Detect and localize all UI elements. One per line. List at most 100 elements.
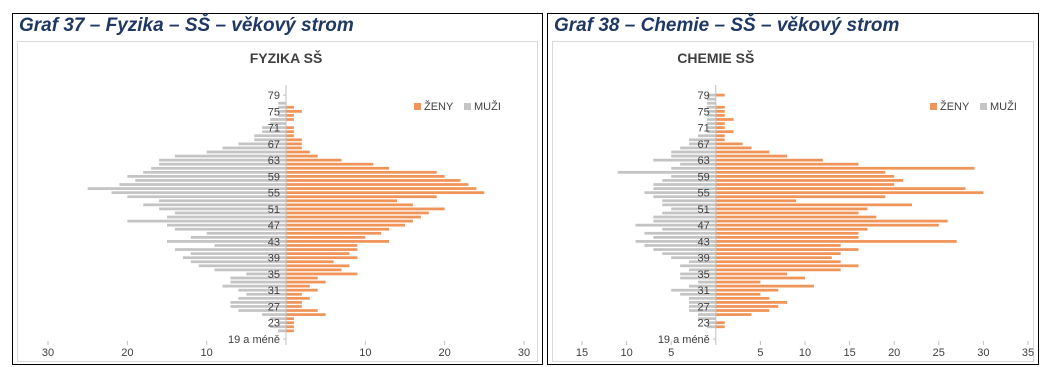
bar-zeny [715, 191, 984, 195]
bar-muzi [644, 244, 716, 247]
bar-muzi [167, 223, 286, 227]
bar-zeny [715, 105, 725, 109]
bar-muzi [689, 260, 716, 264]
bar-muzi [680, 272, 716, 276]
legend-label: ŽENY [424, 100, 454, 113]
bar-zeny [286, 248, 358, 251]
bar-muzi [706, 321, 716, 325]
bar-zeny [715, 309, 770, 312]
bar-zeny [286, 170, 437, 174]
bar-muzi [198, 264, 286, 268]
bar-muzi [278, 329, 286, 333]
bar-muzi [206, 231, 286, 235]
category-label: 19 a méně [228, 334, 280, 346]
bar-muzi [689, 305, 716, 308]
bar-zeny [715, 227, 868, 231]
bar-muzi [174, 154, 286, 158]
bar-zeny [715, 240, 957, 243]
bar-muzi [671, 166, 716, 170]
bar-zeny [286, 288, 318, 292]
legend: ŽENY MUŽI [414, 100, 501, 113]
bar-zeny [715, 296, 770, 300]
bar-zeny [715, 223, 939, 227]
x-tick-label: 30 [518, 347, 530, 359]
bar-muzi [680, 146, 716, 150]
legend-swatch [980, 103, 987, 110]
bar-zeny [286, 284, 310, 288]
bar-muzi [653, 158, 716, 162]
bar-muzi [689, 309, 716, 312]
bar-muzi [119, 183, 287, 186]
bar-zeny [286, 207, 445, 211]
bar-zeny [286, 321, 294, 325]
bar-muzi [159, 207, 286, 211]
bar-muzi [254, 138, 286, 142]
legend-swatch [414, 103, 421, 110]
x-tick-label: 20 [888, 347, 900, 359]
category-label: 59 [268, 171, 280, 183]
bar-zeny [715, 170, 886, 174]
bar-zeny [286, 134, 294, 138]
bar-zeny [286, 256, 358, 260]
bar-muzi [87, 187, 287, 190]
bar-muzi [262, 126, 286, 129]
x-tick-label: 20 [439, 347, 451, 359]
bar-zeny [715, 183, 895, 186]
bar-muzi [680, 276, 716, 280]
bar-zeny [286, 264, 350, 268]
x-tick-label: 10 [201, 347, 213, 359]
bar-zeny [286, 317, 294, 321]
category-label: 79 [698, 90, 710, 102]
category-label: 47 [698, 220, 710, 232]
category-label: 35 [268, 269, 280, 281]
bar-muzi [246, 292, 286, 296]
bar-zeny [715, 162, 859, 166]
bar-muzi [697, 317, 716, 321]
chart-panel-chemie: Graf 38 – Chemie – SŠ – věkový strom CHE… [547, 13, 1039, 365]
bar-muzi [278, 109, 286, 113]
bar-zeny [715, 268, 841, 272]
bar-muzi [653, 187, 716, 190]
bar-zeny [715, 158, 823, 162]
bar-muzi [190, 252, 286, 255]
bar-muzi [167, 240, 286, 243]
bar-zeny [286, 280, 326, 284]
bar-zeny [715, 292, 761, 296]
bar-zeny [286, 109, 302, 113]
bar-muzi [697, 134, 716, 138]
x-tick-label: 10 [799, 347, 811, 359]
category-label: 43 [268, 236, 280, 248]
x-tick-label: 15 [576, 347, 588, 359]
chart-area: CHEMIE SŠ 19 a méně 23 27 31 35 39 43 47 51 55 59 63… [552, 41, 1034, 362]
bar-muzi [706, 93, 716, 97]
bar-muzi [214, 268, 286, 272]
bar-zeny [286, 126, 294, 129]
bar-muzi [706, 126, 716, 129]
legend-swatch [464, 103, 471, 110]
bar-zeny [715, 150, 770, 154]
bar-muzi [706, 109, 716, 113]
bar-muzi [190, 260, 286, 264]
category-label: 75 [698, 106, 710, 118]
bar-muzi [689, 301, 716, 304]
bar-zeny [715, 166, 975, 170]
chart-area: FYZIKA SŠ 19 a méně 23 27 31 35 39 43 47 51 55 59 63… [17, 41, 538, 362]
bar-zeny [286, 252, 350, 255]
bar-muzi [706, 325, 716, 329]
category-label: 39 [268, 253, 280, 265]
bar-zeny [286, 183, 469, 186]
bar-muzi [653, 235, 716, 239]
bar-zeny [286, 154, 318, 158]
bar-muzi [278, 321, 286, 325]
bar-zeny [715, 114, 725, 117]
bar-muzi [662, 211, 716, 215]
category-label: 47 [268, 220, 280, 232]
category-label: 27 [268, 301, 280, 313]
bar-zeny [286, 158, 342, 162]
bar-muzi [230, 301, 286, 304]
bar-zeny [286, 105, 294, 109]
bar-muzi [270, 118, 286, 121]
bar-muzi [262, 313, 286, 316]
bar-zeny [286, 223, 405, 227]
category-label: 23 [698, 318, 710, 330]
